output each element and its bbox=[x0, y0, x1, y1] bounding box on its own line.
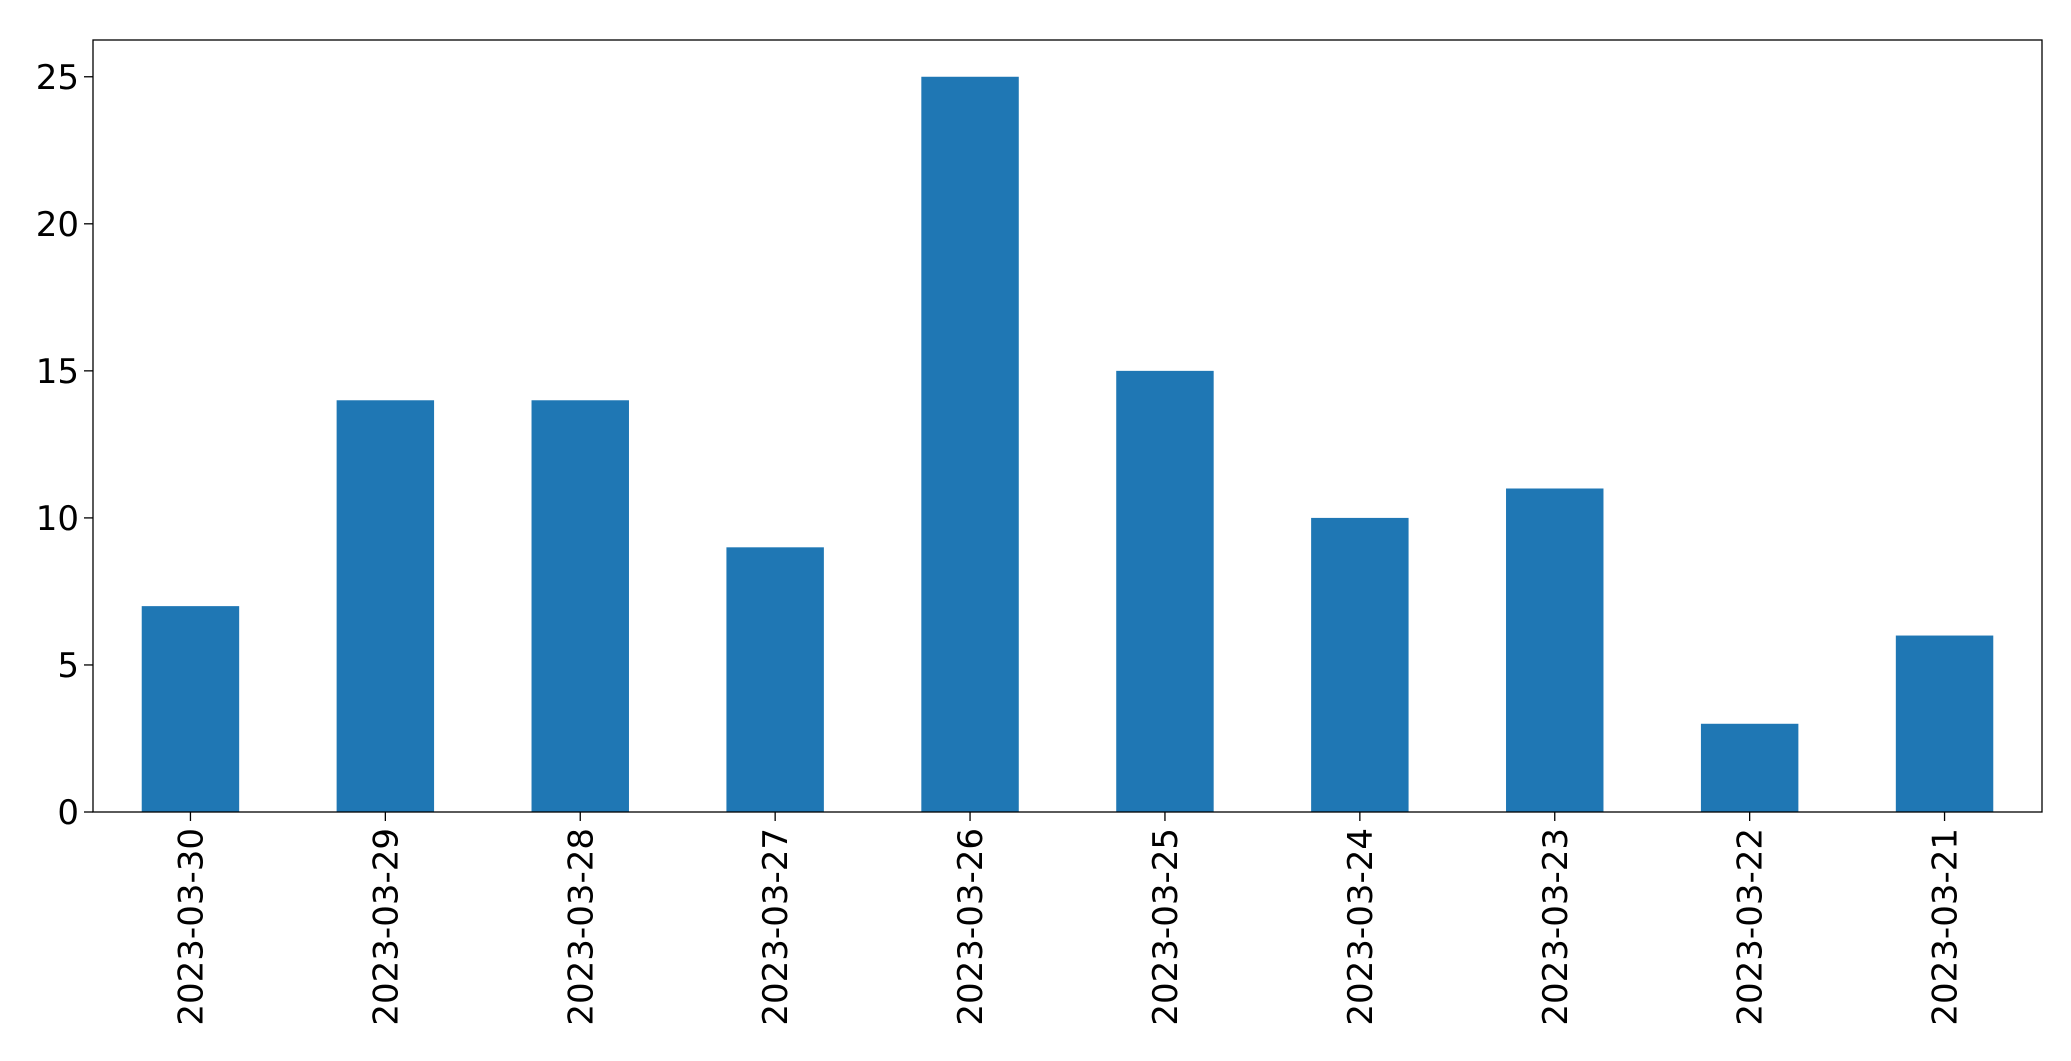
y-tick-label: 0 bbox=[57, 793, 79, 833]
x-tick-label: 2023-03-26 bbox=[951, 828, 991, 1026]
bar bbox=[1506, 488, 1604, 812]
bar bbox=[1700, 723, 1799, 812]
y-tick-label: 15 bbox=[36, 352, 79, 392]
y-tick-label: 25 bbox=[36, 58, 79, 98]
bar bbox=[1311, 517, 1409, 812]
x-tick-label: 2023-03-29 bbox=[366, 828, 406, 1026]
x-tick-label: 2023-03-22 bbox=[1731, 828, 1771, 1026]
plot-frame bbox=[92, 39, 2043, 813]
x-tick-label: 2023-03-25 bbox=[1146, 828, 1186, 1026]
x-tick-label: 2023-03-28 bbox=[561, 828, 601, 1026]
x-tick-label: 2023-03-21 bbox=[1926, 828, 1966, 1026]
x-tick-label: 2023-03-27 bbox=[756, 828, 796, 1026]
bar bbox=[141, 606, 240, 812]
x-tick-label: 2023-03-23 bbox=[1536, 828, 1576, 1026]
bar bbox=[336, 400, 435, 812]
bar bbox=[1116, 370, 1214, 812]
bar bbox=[921, 76, 1019, 812]
x-tick-label: 2023-03-30 bbox=[171, 828, 211, 1026]
bar bbox=[531, 400, 629, 812]
y-tick-label: 5 bbox=[57, 646, 79, 686]
bar bbox=[726, 547, 824, 812]
y-tick-label: 10 bbox=[36, 499, 79, 539]
x-tick-label: 2023-03-24 bbox=[1341, 828, 1381, 1026]
bar bbox=[1895, 635, 1994, 812]
y-tick-label: 20 bbox=[36, 205, 79, 245]
